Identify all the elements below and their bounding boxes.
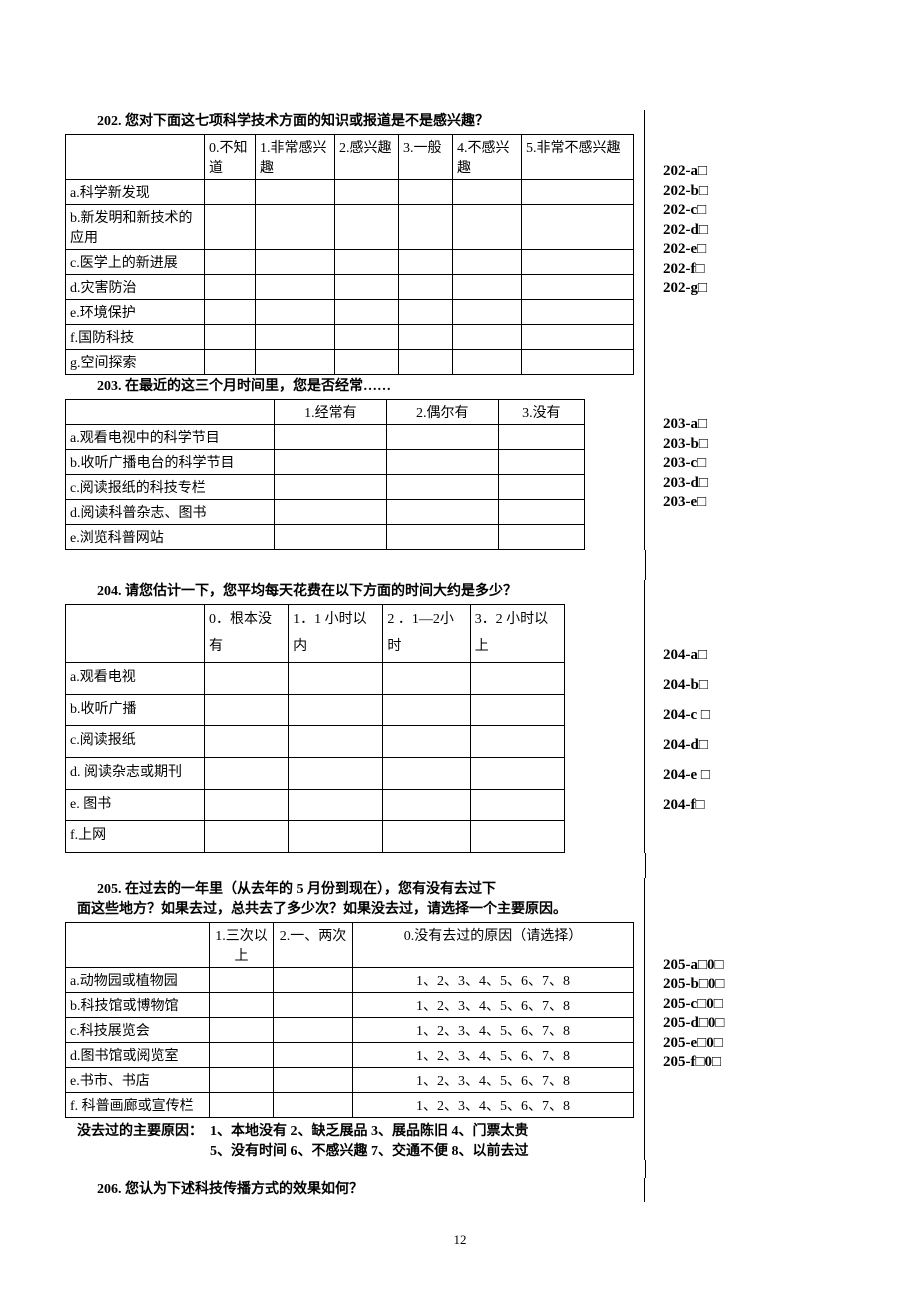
q204-h3: 2 ．1—2小时 [383, 605, 470, 663]
q204-row-a: a.观看电视 [66, 663, 205, 695]
q205-row-d: d.图书馆或阅览室 [66, 1042, 210, 1067]
q205-ans-a: 205-a□0□ [663, 956, 845, 976]
q204-ans-c: 204-c □ [663, 700, 845, 730]
q205-row-c: c.科技展览会 [66, 1017, 210, 1042]
q203-h3: 3.没有 [498, 400, 584, 425]
q203-row-c: c.阅读报纸的科技专栏 [66, 475, 275, 500]
q203-h1: 1.经常有 [275, 400, 387, 425]
q205-row-a: a.动物园或植物园 [66, 967, 210, 992]
q202-table: 0.不知道 1.非常感兴趣 2.感兴趣 3.一般 4.不感兴趣 5.非常不感兴趣… [65, 134, 634, 375]
q205-ans-e: 205-e□0□ [663, 1034, 845, 1054]
q203-row-e: e.浏览科普网站 [66, 525, 275, 550]
q205-rv-e: 1、2、3、4、5、6、7、8 [353, 1067, 634, 1092]
q202-h0 [66, 135, 205, 180]
q202-row-f: f.国防科技 [66, 325, 205, 350]
q204-row-f: f.上网 [66, 821, 205, 853]
q203-h2: 2.偶尔有 [386, 400, 498, 425]
q204-h4: 3．2 小时以上 [470, 605, 564, 663]
q202-ans-d: 202-d□ [663, 221, 845, 241]
q204-ans-d: 204-d□ [663, 730, 845, 760]
q202-ans-f: 202-f□ [663, 260, 845, 280]
q202-ans-g: 202-g□ [663, 279, 845, 299]
q205-row-f: f. 科普画廊或宣传栏 [66, 1092, 210, 1117]
q204-h1: 0．根本没有 [205, 605, 289, 663]
q202-h3: 2.感兴趣 [335, 135, 399, 180]
q203-ans-a: 203-a□ [663, 415, 845, 435]
q205-table: 1.三次以上 2.一、两次 0.没有去过的原因（请选择） a.动物园或植物园 1、… [65, 922, 634, 1118]
q203-row-a: a.观看电视中的科学节目 [66, 425, 275, 450]
q202-h2: 1.非常感兴趣 [256, 135, 335, 180]
q203-table: 1.经常有 2.偶尔有 3.没有 a.观看电视中的科学节目 b.收听广播电台的科… [65, 399, 585, 550]
q202-row-a: a.科学新发现 [66, 180, 205, 205]
q202-h4: 3.一般 [399, 135, 453, 180]
q204-h0 [66, 605, 205, 663]
q203-row-d: d.阅读科普杂志、图书 [66, 500, 275, 525]
q202-title: 202. 您对下面这七项科学技术方面的知识或报道是不是感兴趣？ [97, 110, 634, 130]
q202-row-c: c.医学上的新进展 [66, 250, 205, 275]
q205-rv-d: 1、2、3、4、5、6、7、8 [353, 1042, 634, 1067]
q205-ans-c: 205-c□0□ [663, 995, 845, 1015]
q205-reasons-line2: 5、没有时间 6、不感兴趣 7、交通不便 8、以前去过 [210, 1144, 529, 1159]
q205-h2: 2.一、两次 [274, 922, 353, 967]
q202-h6: 5.非常不感兴趣 [522, 135, 634, 180]
q206-title: 206. 您认为下述科技传播方式的效果如何？ [97, 1178, 634, 1198]
q203-row-b: b.收听广播电台的科学节目 [66, 450, 275, 475]
q203-ans-b: 203-b□ [663, 435, 845, 455]
q204-row-b: b.收听广播 [66, 694, 205, 726]
q203-title: 203. 在最近的这三个月时间里，您是否经常…… [97, 375, 634, 395]
q205-h1: 1.三次以上 [210, 922, 274, 967]
q204-title: 204. 请您估计一下，您平均每天花费在以下方面的时间大约是多少？ [97, 580, 634, 600]
q205-ans-b: 205-b□0□ [663, 975, 845, 995]
q204-row-c: c.阅读报纸 [66, 726, 205, 758]
q205-reasons-label: 没去过的主要原因： [77, 1124, 203, 1139]
q204-table: 0．根本没有 1．1 小时以内 2 ．1—2小时 3．2 小时以上 a.观看电视… [65, 604, 565, 853]
q202-row-b: b.新发明和新技术的应用 [66, 205, 205, 250]
q204-ans-f: 204-f□ [663, 790, 845, 820]
q205-row-e: e.书市、书店 [66, 1067, 210, 1092]
q202-row-e: e.环境保护 [66, 300, 205, 325]
q202-ans-e: 202-e□ [663, 240, 845, 260]
q205-title: 205. 在过去的一年里（从去年的 5 月份到现在），您有没有去过下 [97, 878, 634, 898]
q202-row-d: d.灾害防治 [66, 275, 205, 300]
q202-ans-c: 202-c□ [663, 201, 845, 221]
q204-ans-b: 204-b□ [663, 670, 845, 700]
q205-rv-f: 1、2、3、4、5、6、7、8 [353, 1092, 634, 1117]
q205-h3: 0.没有去过的原因（请选择） [353, 922, 634, 967]
q205-rv-b: 1、2、3、4、5、6、7、8 [353, 992, 634, 1017]
q205-rv-a: 1、2、3、4、5、6、7、8 [353, 967, 634, 992]
q205-rv-c: 1、2、3、4、5、6、7、8 [353, 1017, 634, 1042]
q203-h0 [66, 400, 275, 425]
q205-ans-d: 205-d□0□ [663, 1014, 845, 1034]
q205-reasons-line1: 1、本地没有 2、缺乏展品 3、展品陈旧 4、门票太贵 [210, 1124, 529, 1139]
q203-ans-e: 203-e□ [663, 493, 845, 513]
q202-ans-b: 202-b□ [663, 182, 845, 202]
q203-ans-d: 203-d□ [663, 474, 845, 494]
q205-h0 [66, 922, 210, 967]
q202-h5: 4.不感兴趣 [453, 135, 522, 180]
q202-ans-a: 202-a□ [663, 162, 845, 182]
q205-row-b: b.科技馆或博物馆 [66, 992, 210, 1017]
q205-title-line2: 面这些地方？如果去过，总共去了多少次？如果没去过，请选择一个主要原因。 [77, 898, 634, 918]
q203-ans-c: 203-c□ [663, 454, 845, 474]
q205-ans-f: 205-f□0□ [663, 1053, 845, 1073]
q204-ans-a: 204-a□ [663, 640, 845, 670]
q202-row-g: g.空间探索 [66, 350, 205, 375]
q204-ans-e: 204-e □ [663, 760, 845, 790]
q204-row-e: e. 图书 [66, 789, 205, 821]
q204-h2: 1．1 小时以内 [289, 605, 383, 663]
q205-reasons: 没去过的主要原因： 1、本地没有 2、缺乏展品 3、展品陈旧 4、门票太贵 没去… [77, 1120, 634, 1160]
q204-row-d: d. 阅读杂志或期刊 [66, 757, 205, 789]
page-number: 12 [65, 1232, 855, 1248]
q202-h1: 0.不知道 [205, 135, 256, 180]
